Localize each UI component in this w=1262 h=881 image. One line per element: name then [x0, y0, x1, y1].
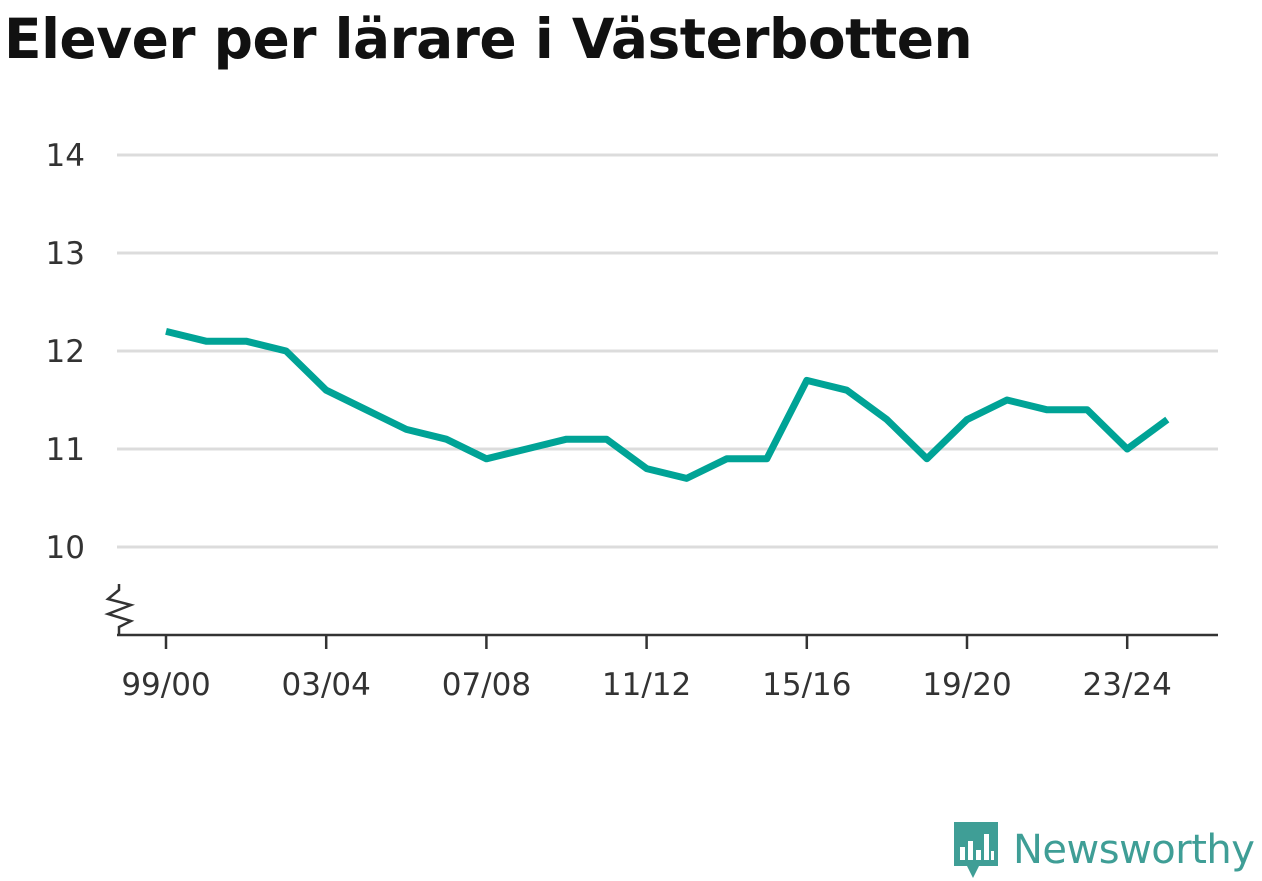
y-tick-label: 11 — [46, 432, 85, 468]
series-lines — [166, 331, 1167, 478]
y-tick-label: 10 — [46, 530, 85, 566]
x-tick-label: 19/20 — [922, 667, 1011, 703]
x-tick-label: 23/24 — [1083, 667, 1172, 703]
chart-speech-bubble-icon — [951, 820, 1001, 880]
x-tick-label: 07/08 — [442, 667, 531, 703]
y-tick-label: 14 — [46, 138, 85, 174]
axis-break-icon — [108, 584, 131, 635]
x-tick-label: 11/12 — [602, 667, 691, 703]
y-axis-ticks: 10 11 12 13 14 — [46, 138, 85, 566]
newsworthy-logo: Newsworthy — [951, 819, 1254, 881]
x-tick-label: 99/00 — [121, 667, 210, 703]
brand-name: Newsworthy — [1013, 825, 1254, 875]
x-axis: 99/00 03/04 07/08 11/12 15/16 19/20 23/24 — [108, 584, 1218, 703]
series-line — [166, 331, 1167, 478]
x-tick-label: 03/04 — [282, 667, 371, 703]
x-tick-label: 15/16 — [762, 667, 851, 703]
y-tick-label: 13 — [46, 236, 85, 272]
y-tick-label: 12 — [46, 334, 85, 370]
